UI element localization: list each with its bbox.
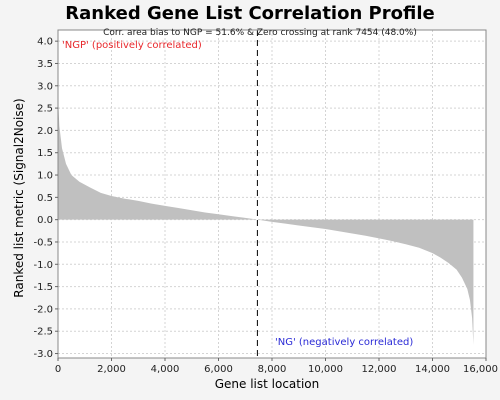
x-tick-label: 6,000: [204, 364, 233, 375]
x-tick-label: 12,000: [362, 364, 397, 375]
y-tick-label: 1.0: [37, 171, 53, 182]
y-tick-label: -0.5: [33, 237, 53, 248]
y-tick-label: -3.0: [33, 349, 53, 360]
x-tick-label: 2,000: [97, 364, 126, 375]
y-tick-label: -2.0: [33, 304, 53, 315]
x-axis-ticks: 0 2,000 4,000 6,000 8,000 10,000 12,000 14,000 1…: [55, 358, 498, 375]
x-axis-label: Gene list location: [215, 377, 320, 391]
x-tick-label: 8,000: [258, 364, 287, 375]
y-tick-label: 4.0: [37, 37, 53, 48]
x-tick-label: 10,000: [308, 364, 343, 375]
y-tick-label: -1.5: [33, 282, 53, 293]
y-tick-label: -1.0: [33, 260, 53, 271]
y-axis-ticks: 4.0 3.5 3.0 2.5 2.0 1.5 1.0 0.5 0.0 -0.5 -1.0 -1.5 -…: [33, 37, 58, 360]
negative-annotation: 'NG' (negatively correlated): [275, 337, 413, 348]
chart-title: Ranked Gene List Correlation Profile: [65, 3, 434, 24]
chart-subtitle: Corr. area bias to NGP = 51.6% & Zero cr…: [103, 28, 417, 38]
y-tick-label: 1.5: [37, 148, 53, 159]
y-tick-label: 0.5: [37, 193, 53, 204]
y-tick-label: 2.0: [37, 126, 53, 137]
x-tick-label: 16,000: [463, 364, 498, 375]
x-tick-label: 0: [55, 364, 61, 375]
y-tick-label: 3.5: [37, 59, 53, 70]
x-tick-label: 14,000: [415, 364, 450, 375]
y-tick-label: 3.0: [37, 81, 53, 92]
y-axis-label: Ranked list metric (Signal2Noise): [12, 98, 26, 297]
x-tick-label: 4,000: [151, 364, 180, 375]
y-tick-label: 2.5: [37, 104, 53, 115]
positive-annotation: 'NGP' (positively correlated): [62, 40, 202, 51]
y-tick-label: -2.5: [33, 327, 53, 338]
y-tick-label: 0.0: [37, 215, 53, 226]
profile-area: [58, 96, 474, 345]
